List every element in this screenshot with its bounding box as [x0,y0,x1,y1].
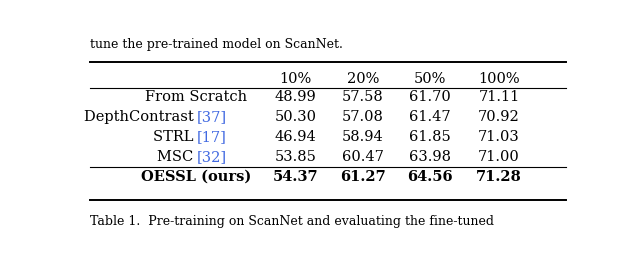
Text: 64.56: 64.56 [407,170,452,184]
Text: 48.99: 48.99 [275,90,317,104]
Text: 71.11: 71.11 [479,90,520,104]
Text: 60.47: 60.47 [342,150,383,164]
Text: 71.00: 71.00 [478,150,520,164]
Text: STRL: STRL [153,130,196,144]
Text: 54.37: 54.37 [273,170,319,184]
Text: 70.92: 70.92 [478,110,520,124]
Text: Table 1.  Pre-training on ScanNet and evaluating the fine-tuned: Table 1. Pre-training on ScanNet and eva… [90,215,494,228]
Text: OESSL (ours): OESSL (ours) [141,170,252,184]
Text: 57.58: 57.58 [342,90,383,104]
Text: [37]: [37] [196,110,227,124]
Text: 71.28: 71.28 [476,170,522,184]
Text: 57.08: 57.08 [342,110,383,124]
Text: 61.27: 61.27 [340,170,385,184]
Text: 61.47: 61.47 [409,110,451,124]
Text: DepthContrast: DepthContrast [84,110,196,124]
Text: 50.30: 50.30 [275,110,317,124]
Text: 63.98: 63.98 [409,150,451,164]
Text: 58.94: 58.94 [342,130,383,144]
Text: 100%: 100% [478,72,520,86]
Text: 46.94: 46.94 [275,130,317,144]
Text: 10%: 10% [280,72,312,86]
Text: 61.85: 61.85 [409,130,451,144]
Text: 50%: 50% [413,72,446,86]
Text: From Scratch: From Scratch [145,90,248,104]
Text: 61.70: 61.70 [409,90,451,104]
Text: 53.85: 53.85 [275,150,317,164]
Text: [17]: [17] [196,130,227,144]
Text: tune the pre-trained model on ScanNet.: tune the pre-trained model on ScanNet. [90,38,343,51]
Text: MSC: MSC [157,150,196,164]
Text: 20%: 20% [346,72,379,86]
Text: 71.03: 71.03 [478,130,520,144]
Text: [32]: [32] [196,150,227,164]
